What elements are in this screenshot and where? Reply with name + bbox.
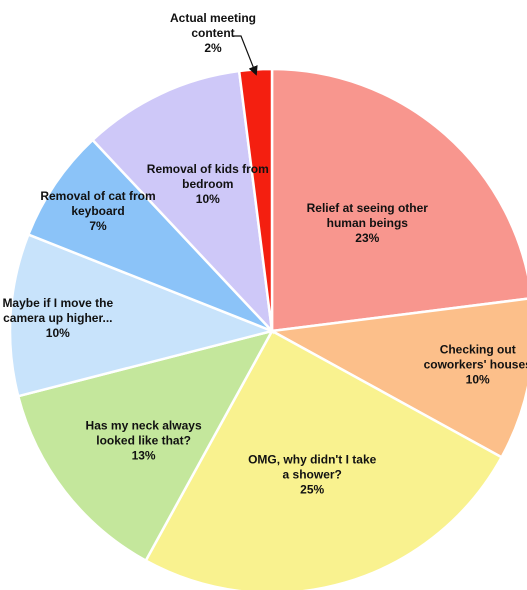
slice-percent-label: 2% xyxy=(204,41,222,55)
slice-name-label: content xyxy=(191,26,234,40)
slice-name-label: camera up higher... xyxy=(3,311,112,325)
slice-percent-label: 10% xyxy=(196,192,220,206)
pie-slice xyxy=(16,329,275,563)
slice-name-label: a shower? xyxy=(283,467,342,481)
slice-name-label: Has my neck always xyxy=(86,419,202,433)
pie-slice xyxy=(90,69,274,335)
slice-name-label: human beings xyxy=(327,216,409,230)
slice-name-label: Maybe if I move the xyxy=(2,296,113,310)
callout-arrow xyxy=(233,35,258,76)
slice-name-label: looked like that? xyxy=(96,434,191,448)
slice-name-label: Removal of kids from xyxy=(147,162,269,176)
pie-slice xyxy=(270,67,527,333)
slice-name-label: OMG, why didn't I take xyxy=(248,452,377,466)
pie-slice xyxy=(144,329,504,590)
slice-percent-label: 7% xyxy=(89,219,107,233)
pie-slice xyxy=(8,232,277,398)
slice-percent-label: 13% xyxy=(132,449,156,463)
slice-name-label: Checking out xyxy=(440,342,516,356)
slice-percent-label: 25% xyxy=(300,482,324,496)
slice-name-label: keyboard xyxy=(71,204,124,218)
slice-name-label: Removal of cat from xyxy=(40,189,155,203)
slice-name-label: Actual meeting xyxy=(170,11,256,25)
slice-percent-label: 10% xyxy=(466,372,490,386)
slice-name-label: bedroom xyxy=(182,177,233,191)
pie-slice xyxy=(268,297,527,459)
slice-name-label: Relief at seeing other xyxy=(307,201,429,215)
slices-layer xyxy=(8,67,527,590)
slice-percent-label: 23% xyxy=(355,231,379,245)
slice-percent-label: 10% xyxy=(46,326,70,340)
slice-name-label: coworkers' houses xyxy=(424,357,527,371)
pie-slice xyxy=(26,138,273,333)
